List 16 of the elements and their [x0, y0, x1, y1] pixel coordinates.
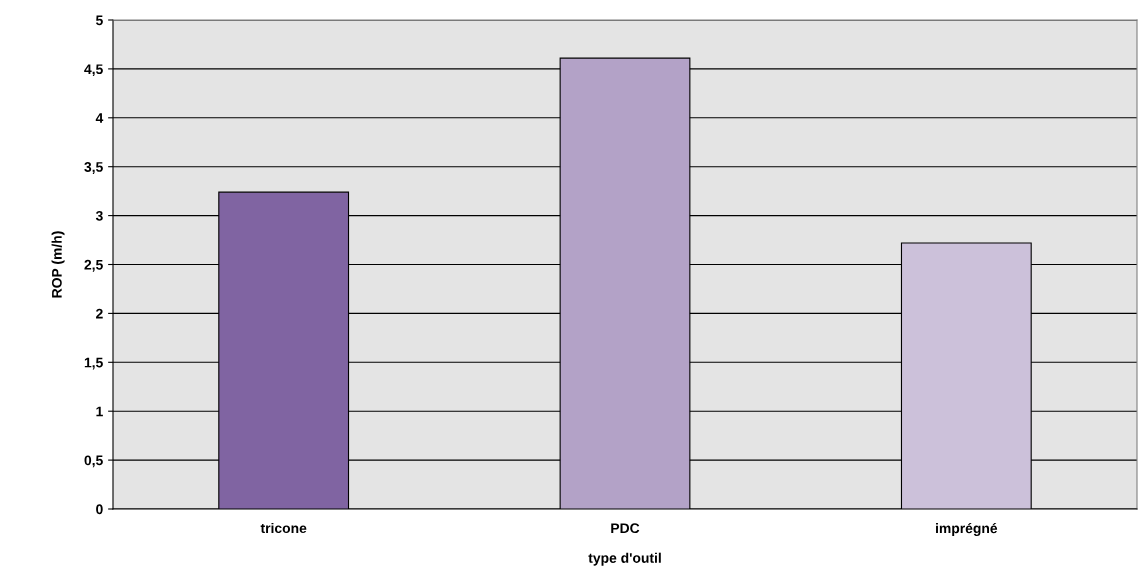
- y-tick-label: 2: [96, 308, 103, 319]
- y-tick-label: 5: [95, 15, 103, 26]
- y-tick-label: 3,5: [84, 162, 103, 174]
- x-tick-label: PDC: [611, 523, 640, 534]
- y-tick-label: 0,5: [84, 455, 103, 468]
- y-tick-label: 1,5: [84, 357, 103, 370]
- x-axis-title: type d'outil: [588, 552, 661, 566]
- y-tick-label: 3: [95, 210, 103, 221]
- x-tick-label: tricone: [260, 522, 307, 534]
- y-tick-label: 0: [96, 504, 103, 515]
- y-tick-label: 4,5: [84, 64, 103, 77]
- y-tick-label: 4: [95, 113, 104, 123]
- y-axis-title: ROP (m/h): [51, 231, 65, 298]
- y-tick-label: 1: [96, 406, 103, 417]
- x-tick-label: imprégné: [936, 522, 998, 537]
- y-tick-label: 2,5: [84, 259, 103, 272]
